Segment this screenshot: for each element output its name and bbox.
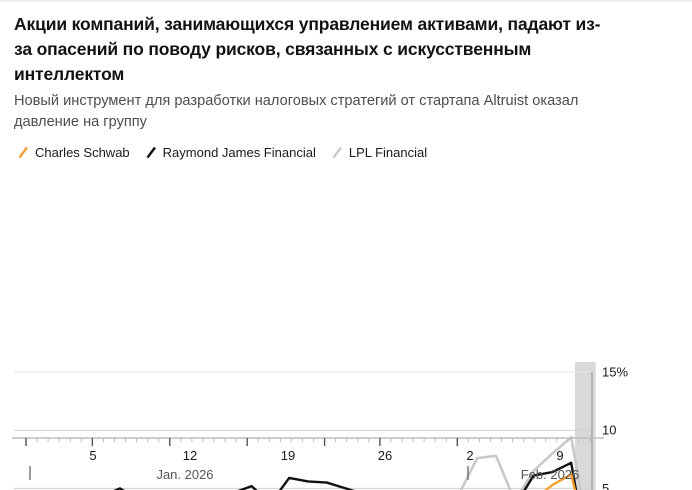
- x-axis-group-label: Feb. 2026: [521, 467, 580, 482]
- chart-header: Акции компаний, занимающихся управлением…: [0, 2, 692, 160]
- slash-line-icon: [18, 146, 29, 159]
- x-axis-tick-label: 2: [466, 448, 473, 463]
- legend-item-lpl-financial[interactable]: LPL Financial: [332, 145, 427, 160]
- y-axis-tick-label: 5: [602, 481, 609, 490]
- slash-line-icon: [332, 146, 343, 159]
- legend-label: Raymond James Financial: [162, 145, 316, 160]
- x-axis-tick-label: 19: [281, 448, 295, 463]
- y-axis-tick-label: 15%: [602, 365, 628, 380]
- x-axis-tick-label: 5: [89, 448, 96, 463]
- series-line-lpl-financial: [459, 435, 582, 490]
- slash-line-icon: [146, 146, 157, 159]
- x-axis-group-label: Jan. 2026: [156, 467, 213, 482]
- x-axis-tick-label: 9: [556, 448, 563, 463]
- x-axis-tick-label: 26: [378, 448, 392, 463]
- legend-item-raymond-james-financial[interactable]: Raymond James Financial: [146, 145, 316, 160]
- x-axis-tick-label: 12: [183, 448, 197, 463]
- legend-item-charles-schwab[interactable]: Charles Schwab: [18, 145, 130, 160]
- highlight-band: [574, 362, 596, 490]
- chart-legend: Charles Schwab Raymond James Financial L…: [14, 145, 678, 160]
- legend-label: Charles Schwab: [35, 145, 130, 160]
- y-axis-tick-label: 10: [602, 423, 616, 438]
- page-title: Акции компаний, занимающихся управлением…: [14, 14, 601, 84]
- page-subtitle: Новый инструмент для разработки налоговы…: [14, 93, 579, 130]
- legend-label: LPL Financial: [348, 145, 428, 160]
